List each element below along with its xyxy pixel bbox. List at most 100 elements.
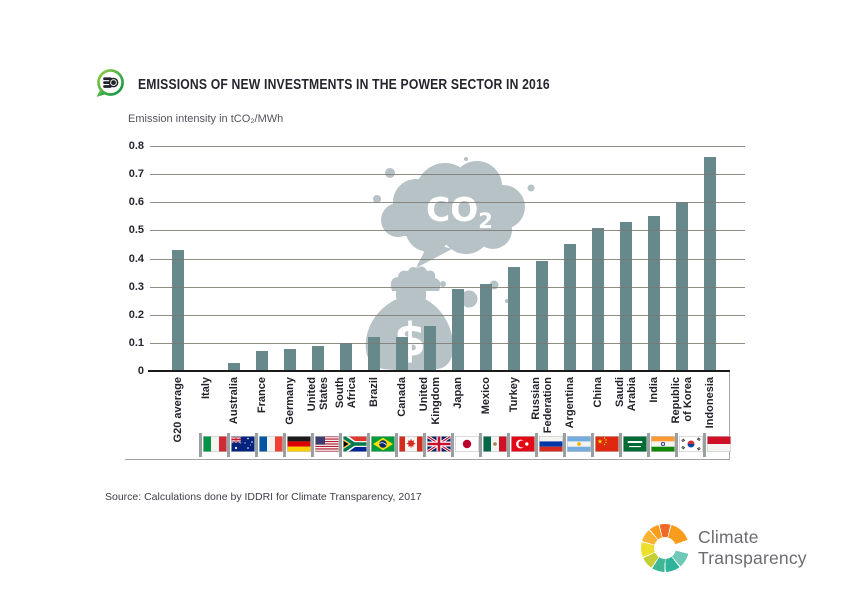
label-area-bottom-border (125, 459, 730, 460)
y-tick-label: 0.6 (128, 196, 144, 209)
x-label-united-kingdom: United Kingdom (417, 377, 442, 425)
page-title: EMISSIONS OF NEW INVESTMENTS IN THE POWE… (138, 77, 550, 93)
logo-mark-icon (641, 524, 689, 572)
x-label-g20-average: G20 average (171, 377, 184, 443)
cloud-tail (416, 242, 452, 268)
gridline (150, 202, 745, 204)
flagpole (367, 433, 370, 457)
y-axis-title: Emission intensity in tCO₂/MWh (128, 113, 284, 125)
flagpole (535, 433, 538, 457)
flag-australia-icon (230, 436, 255, 452)
flag-south-korea-icon (678, 436, 703, 452)
x-label-south-africa: South Africa (333, 377, 358, 409)
source-note: Source: Calculations done by IDDRI for C… (105, 491, 422, 503)
flagpole (703, 433, 706, 457)
flag-south-africa-icon (342, 436, 367, 452)
bar-japan (451, 289, 464, 371)
flag-argentina-icon (566, 436, 591, 452)
x-label-australia: Australia (227, 377, 240, 425)
bar-united-states (311, 345, 324, 371)
bar-united-kingdom (423, 326, 436, 371)
x-label-france: France (255, 377, 268, 414)
flagpole (507, 433, 510, 457)
x-label-turkey: Turkey (507, 377, 520, 413)
y-tick-label: 0 (137, 365, 144, 377)
bar-germany (283, 348, 296, 371)
money-bubble-icon (96, 69, 124, 97)
bar-south-africa (339, 342, 352, 371)
flagpole (479, 433, 482, 457)
flagpole (283, 433, 286, 457)
flag-china-icon (594, 436, 619, 452)
gridline (150, 258, 745, 260)
gridline (150, 146, 745, 147)
x-label-argentina: Argentina (563, 377, 576, 429)
x-label-canada: Canada (395, 377, 408, 417)
x-label-japan: Japan (451, 377, 464, 409)
logo-text: Climate Transparency (698, 527, 807, 569)
climate-transparency-logo: Climate Transparency (641, 524, 807, 572)
y-tick-label: 0.5 (128, 224, 144, 237)
y-tick-label: 0.8 (128, 140, 144, 152)
x-label-germany: Germany (283, 377, 296, 425)
x-label-united-states: United States (305, 377, 330, 412)
flagpole (563, 433, 566, 457)
gridline (150, 286, 745, 288)
flag-japan-icon (454, 436, 479, 452)
flag-india-icon (650, 436, 675, 452)
flagpole (395, 433, 398, 457)
label-area-right-border (729, 371, 730, 459)
y-tick-label: 0.2 (128, 308, 144, 321)
flagpole (647, 433, 650, 457)
bar-argentina (563, 244, 576, 371)
x-label-republic-of-korea: Republic of Korea (669, 377, 694, 424)
flag-united-states-icon (314, 436, 339, 452)
bar-russian-federation (535, 261, 548, 371)
flag-france-icon (258, 436, 283, 452)
y-tick-label: 0.1 (128, 336, 144, 349)
x-label-saudi-arabia: Saudi Arabia (613, 377, 638, 412)
bar-g20-average (171, 250, 184, 371)
gridline (150, 342, 745, 344)
flag-indonesia-icon (706, 436, 731, 452)
gridline (150, 230, 745, 232)
flagpole (311, 433, 314, 457)
gridline (150, 174, 745, 176)
flagpole (423, 433, 426, 457)
flagpole (199, 433, 202, 457)
gridline (150, 314, 745, 316)
x-label-indonesia: Indonesia (703, 377, 716, 429)
x-label-india: India (647, 377, 660, 403)
bar-mexico (479, 283, 492, 371)
y-tick-label: 0.4 (128, 252, 144, 265)
logo-line1: Climate (698, 527, 759, 547)
flagpole (227, 433, 230, 457)
flag-saudi-arabia-icon (622, 436, 647, 452)
flagpole (591, 433, 594, 457)
flagpole (339, 433, 342, 457)
bar-france (255, 351, 268, 371)
flagpole (619, 433, 622, 457)
y-tick-label: 0.3 (128, 280, 144, 293)
x-axis-line (148, 369, 730, 372)
flag-canada-icon (398, 436, 423, 452)
bar-saudi-arabia (619, 221, 632, 371)
flag-russia-icon (538, 436, 563, 452)
x-label-mexico: Mexico (479, 377, 492, 415)
bar-china (591, 227, 604, 371)
flag-mexico-icon (482, 436, 507, 452)
flag-united-kingdom-icon (426, 436, 451, 452)
flag-turkey-icon (510, 436, 535, 452)
bar-turkey (507, 266, 520, 371)
flag-germany-icon (286, 436, 311, 452)
cloud-co2-text: CO2 (426, 190, 493, 233)
flagpole (255, 433, 258, 457)
flagpole (675, 433, 678, 457)
flag-italy-icon (202, 436, 227, 452)
flagpole (451, 433, 454, 457)
bar-indonesia (703, 157, 716, 371)
bar-australia (227, 362, 240, 371)
x-label-china: China (591, 377, 604, 408)
x-label-brazil: Brazil (367, 377, 380, 407)
